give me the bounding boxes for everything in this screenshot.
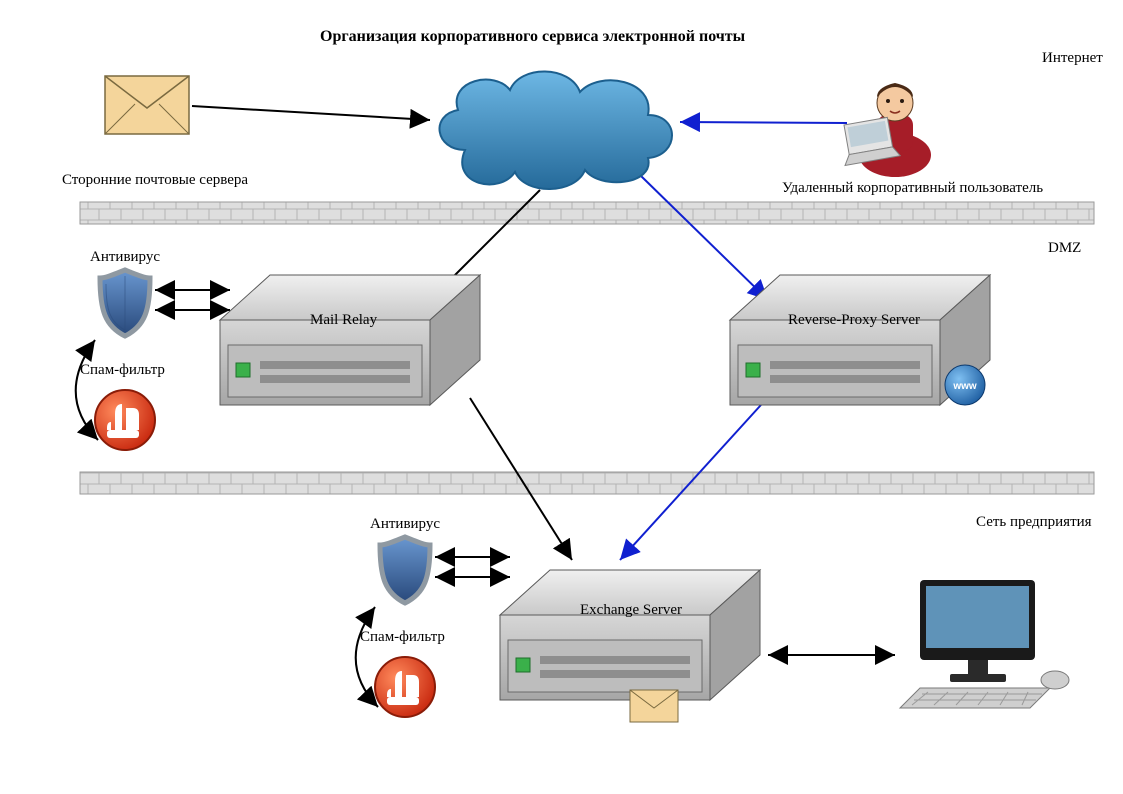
- mail-relay-label: Mail Relay: [310, 312, 377, 329]
- firewall-bar-1: [80, 202, 1094, 224]
- spam-filter-2-label: Спам-фильтр: [360, 629, 445, 646]
- workstation-icon: [900, 580, 1069, 708]
- exchange-server-icon: [500, 570, 760, 722]
- spam-filter-1-label: Спам-фильтр: [80, 362, 165, 379]
- spam-filter-2-icon: [375, 657, 435, 717]
- antivirus-1-label: Антивирус: [90, 249, 160, 266]
- diagram-canvas: www: [0, 0, 1123, 794]
- firewall-bar-2: [80, 472, 1094, 494]
- envelope-icon: [105, 76, 189, 134]
- antivirus-2-icon: [375, 537, 435, 717]
- arrow-layer: [76, 106, 895, 707]
- mail-relay-server-icon: [220, 275, 480, 405]
- diagram-title: Организация корпоративного сервиса элект…: [320, 28, 745, 46]
- enterprise-zone-label: Сеть предприятия: [976, 514, 1092, 531]
- internet-zone-label: Интернет: [1042, 50, 1103, 67]
- exchange-label: Exchange Server: [580, 602, 682, 619]
- remote-user-icon: [838, 83, 931, 177]
- antivirus-2-label: Антивирус: [370, 516, 440, 533]
- reverse-proxy-label: Reverse-Proxy Server: [788, 312, 920, 329]
- reverse-proxy-server-icon: www: [730, 275, 990, 405]
- antivirus-1-icon: [95, 270, 155, 450]
- dmz-zone-label: DMZ: [1048, 240, 1081, 257]
- envelope-badge-icon: [630, 690, 678, 722]
- www-badge-icon: www: [945, 365, 985, 405]
- spam-filter-1-icon: [95, 390, 155, 450]
- remote-user-label: Удаленный корпоративный пользователь: [782, 180, 1043, 197]
- external-mail-label: Сторонние почтовые сервера: [62, 172, 248, 189]
- svg-text:www: www: [952, 381, 977, 392]
- cloud-icon: [440, 71, 672, 189]
